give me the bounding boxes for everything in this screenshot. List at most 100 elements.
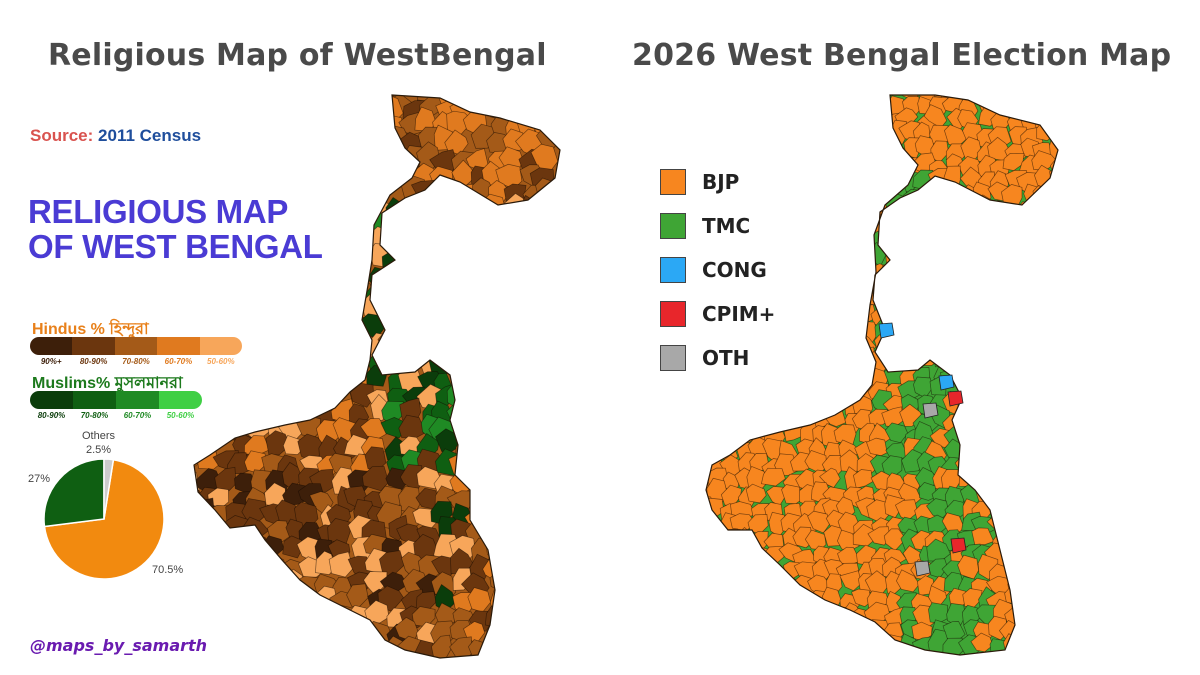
election-map-district — [1050, 542, 1058, 564]
religion-map-district — [260, 296, 284, 323]
election-map-district — [1049, 442, 1058, 465]
election-map-district — [706, 394, 724, 414]
election-map-district — [969, 258, 994, 283]
election-map-district — [1050, 412, 1058, 435]
religion-map-district — [247, 178, 272, 205]
religion-map-district — [247, 402, 271, 427]
religion-map-district — [316, 180, 343, 202]
religion-map-district — [225, 585, 251, 607]
election-map-district — [806, 276, 829, 298]
election-map-district — [1038, 256, 1058, 279]
religion-map-district — [501, 280, 529, 305]
election-map-district — [1002, 204, 1026, 222]
election-map-district — [1046, 480, 1058, 506]
religion-map-district — [533, 530, 560, 560]
election-map-district — [988, 495, 1011, 520]
source-value: 2011 Census — [98, 126, 202, 145]
religion-map-district — [194, 313, 207, 341]
religion-map-district — [403, 314, 425, 344]
election-map-district — [926, 231, 953, 252]
election-map-district — [749, 394, 773, 414]
religion-map-district — [285, 245, 309, 268]
election-map-district — [1023, 320, 1044, 342]
religion-map-district — [194, 108, 207, 132]
religion-map-district — [298, 95, 321, 117]
religion-map-district — [209, 124, 235, 149]
religion-map-district — [212, 285, 240, 307]
pie-hindus-value: 70.5% — [152, 564, 184, 576]
religion-map-district — [502, 451, 528, 473]
election-map-district — [839, 570, 862, 592]
cong-seat — [878, 322, 895, 339]
religion-map-district — [518, 617, 540, 647]
election-map-district — [942, 230, 964, 250]
election-map-district — [1015, 631, 1039, 655]
election-map-district — [763, 215, 787, 239]
religion-map-district — [348, 193, 375, 219]
religion-map-district — [522, 211, 546, 238]
religion-map-district — [521, 352, 548, 378]
election-map-district — [970, 424, 994, 445]
religion-map-district — [511, 260, 541, 290]
election-map-district — [745, 378, 769, 403]
election-map-district — [731, 544, 751, 565]
election-map-district — [811, 243, 833, 269]
religion-map-district — [482, 249, 507, 275]
religion-map-district — [265, 555, 287, 584]
tmc-swatch — [660, 213, 686, 239]
election-map-district — [990, 375, 1016, 402]
election-map-district — [796, 603, 817, 623]
religion-map-district — [484, 422, 508, 445]
election-map-district — [716, 95, 743, 101]
election-map-district — [764, 620, 786, 643]
election-map-district — [792, 95, 815, 101]
election-map-district — [986, 485, 1009, 508]
religion-map-district — [394, 266, 419, 290]
election-map-district — [873, 120, 893, 145]
religion-map-district — [207, 208, 236, 239]
election-map-district — [1046, 636, 1058, 655]
election-map-district — [958, 468, 980, 487]
pie-slice-others — [103, 458, 115, 520]
religion-map-district — [314, 145, 342, 171]
election-map-district — [807, 140, 831, 164]
election-map-district — [944, 321, 967, 341]
election-map-district — [910, 317, 932, 343]
religion-map-district — [482, 448, 509, 476]
election-map-district — [1006, 481, 1026, 507]
religion-map-district — [244, 162, 268, 189]
religion-map-district — [194, 95, 198, 103]
religion-map-district — [207, 636, 235, 658]
election-map-district — [1005, 393, 1028, 415]
election-map-district — [902, 242, 924, 266]
religion-map-district — [312, 330, 339, 352]
election-map-district — [706, 619, 729, 637]
religion-map-district — [311, 95, 333, 101]
election-map-district — [933, 285, 955, 308]
election-map-district — [864, 95, 891, 118]
election-map-district — [999, 364, 1021, 385]
election-map-district — [901, 229, 927, 252]
election-map-district — [850, 152, 874, 174]
election-map-district — [706, 455, 707, 479]
religion-map-district — [470, 485, 491, 511]
religion-map-district — [464, 345, 492, 370]
election-map-district — [763, 346, 785, 366]
religion-map-district — [264, 209, 289, 235]
religion-map-district — [416, 316, 440, 339]
religion-map-district — [198, 247, 219, 274]
election-map-district — [798, 307, 820, 331]
religion-map-district — [194, 574, 221, 598]
election-map-district — [780, 179, 801, 202]
election-map-district — [1049, 273, 1058, 296]
election-map-district — [795, 212, 819, 235]
religion-map-district — [341, 247, 369, 272]
religion-map-outline — [193, 94, 561, 659]
election-map-district — [706, 95, 723, 99]
election-map-district — [855, 168, 879, 187]
religion-map-district — [487, 642, 515, 658]
election-map-district — [990, 398, 1012, 420]
religion-map-district — [194, 317, 216, 341]
election-map-district — [731, 124, 752, 147]
religion-map-district — [360, 131, 389, 156]
